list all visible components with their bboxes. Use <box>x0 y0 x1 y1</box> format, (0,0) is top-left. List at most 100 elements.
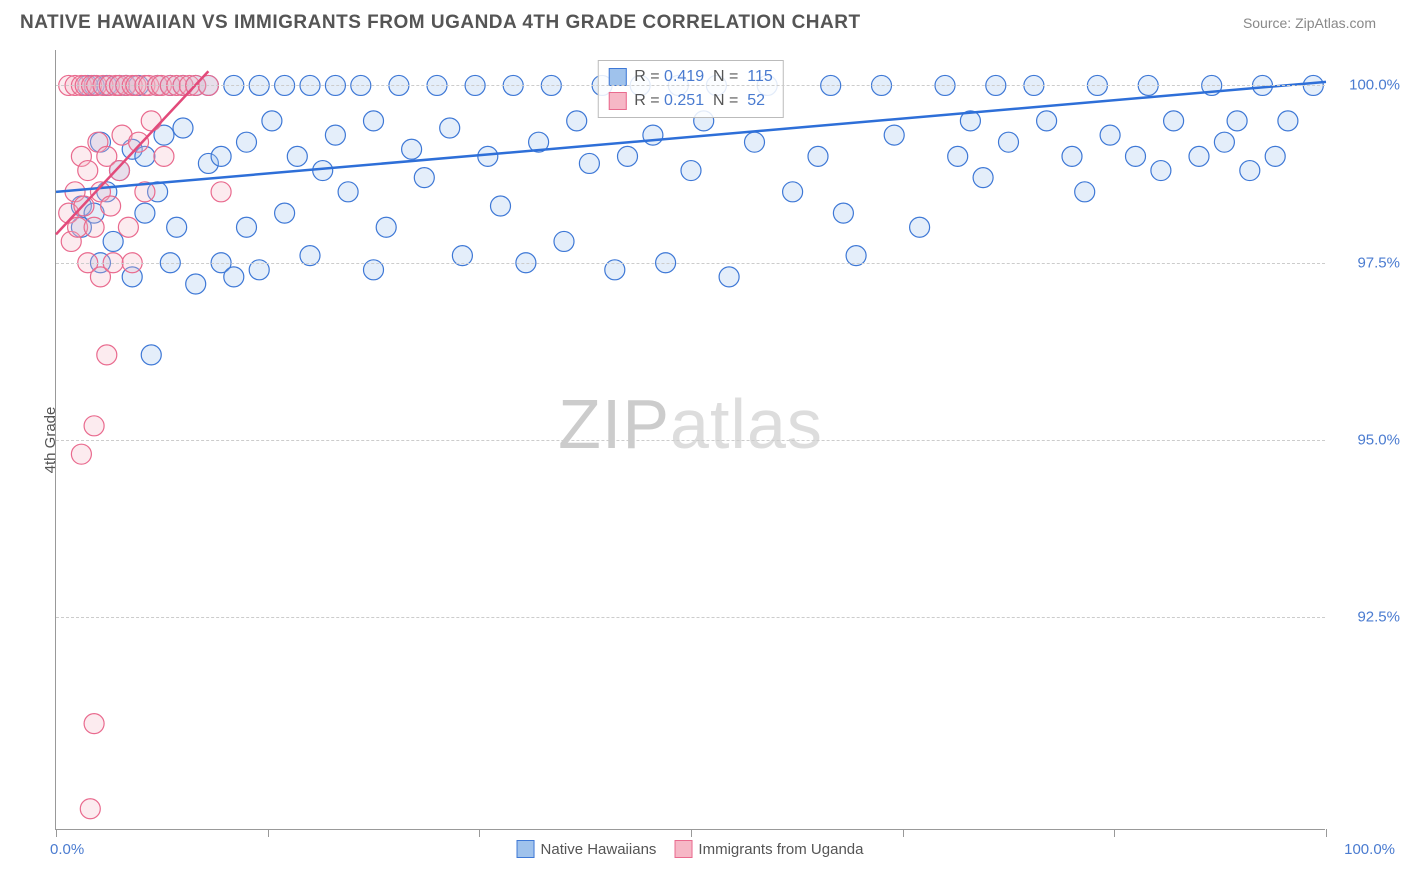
data-point <box>1062 146 1082 166</box>
data-point <box>78 161 98 181</box>
data-point <box>71 444 91 464</box>
gridline <box>56 263 1325 264</box>
x-tick <box>691 829 692 837</box>
gridline <box>56 617 1325 618</box>
data-point <box>129 132 149 152</box>
data-point <box>478 146 498 166</box>
data-point <box>745 132 765 152</box>
data-point <box>1214 132 1234 152</box>
data-point <box>1189 146 1209 166</box>
data-point <box>80 799 100 819</box>
y-tick-label: 95.0% <box>1357 432 1400 449</box>
data-point <box>338 182 358 202</box>
legend-item: Immigrants from Uganda <box>674 840 863 858</box>
data-point <box>1227 111 1247 131</box>
data-point <box>910 217 930 237</box>
data-point <box>808 146 828 166</box>
data-point <box>376 217 396 237</box>
data-point <box>440 118 460 138</box>
data-point <box>287 146 307 166</box>
series-swatch-icon <box>608 68 626 86</box>
data-point <box>1240 161 1260 181</box>
data-point <box>414 168 434 188</box>
data-point <box>173 118 193 138</box>
data-point <box>1037 111 1057 131</box>
data-point <box>237 217 257 237</box>
data-point <box>973 168 993 188</box>
data-point <box>567 111 587 131</box>
data-point <box>154 146 174 166</box>
data-point <box>999 132 1019 152</box>
data-point <box>1126 146 1146 166</box>
data-point <box>618 146 638 166</box>
y-tick-label: 97.5% <box>1357 254 1400 271</box>
data-point <box>1265 146 1285 166</box>
chart-container: ZIPatlas R = 0.419 N = 115R = 0.251 N = … <box>55 50 1325 830</box>
y-tick-label: 100.0% <box>1349 77 1400 94</box>
chart-header: NATIVE HAWAIIAN VS IMMIGRANTS FROM UGAND… <box>0 0 1406 42</box>
data-point <box>325 125 345 145</box>
data-point <box>101 196 121 216</box>
data-point <box>110 161 130 181</box>
correlation-row: R = 0.251 N = 52 <box>608 89 772 113</box>
data-point <box>211 146 231 166</box>
data-point <box>135 203 155 223</box>
y-axis-label: 4th Grade <box>42 407 59 474</box>
x-tick <box>479 829 480 837</box>
data-point <box>554 231 574 251</box>
gridline <box>56 440 1325 441</box>
data-point <box>103 231 123 251</box>
plot-area: ZIPatlas R = 0.419 N = 115R = 0.251 N = … <box>55 50 1325 830</box>
data-point <box>833 203 853 223</box>
gridline <box>56 85 1325 86</box>
y-tick-label: 92.5% <box>1357 609 1400 626</box>
legend-label: Immigrants from Uganda <box>698 841 863 858</box>
data-point <box>1164 111 1184 131</box>
data-point <box>884 125 904 145</box>
legend-swatch-icon <box>674 840 692 858</box>
x-axis-min-label: 0.0% <box>50 841 84 858</box>
x-axis-max-label: 100.0% <box>1344 841 1395 858</box>
legend-item: Native Hawaiians <box>517 840 657 858</box>
x-tick <box>56 829 57 837</box>
data-point <box>579 153 599 173</box>
data-point <box>1100 125 1120 145</box>
legend-label: Native Hawaiians <box>541 841 657 858</box>
data-point <box>719 267 739 287</box>
series-swatch-icon <box>608 92 626 110</box>
data-point <box>491 196 511 216</box>
data-point <box>237 132 257 152</box>
data-point <box>224 267 244 287</box>
data-point <box>141 111 161 131</box>
correlation-box: R = 0.419 N = 115R = 0.251 N = 52 <box>597 60 783 118</box>
data-point <box>783 182 803 202</box>
data-point <box>948 146 968 166</box>
x-tick <box>903 829 904 837</box>
data-point <box>118 217 138 237</box>
data-point <box>186 274 206 294</box>
legend: Native Hawaiians Immigrants from Uganda <box>517 840 864 858</box>
data-point <box>643 125 663 145</box>
data-point <box>84 416 104 436</box>
data-point <box>1075 182 1095 202</box>
data-point <box>1278 111 1298 131</box>
data-point <box>211 182 231 202</box>
correlation-text: R = 0.251 N = 52 <box>634 89 765 113</box>
data-point <box>275 203 295 223</box>
data-point <box>681 161 701 181</box>
x-tick <box>1326 829 1327 837</box>
data-point <box>141 345 161 365</box>
data-point <box>167 217 187 237</box>
x-tick <box>268 829 269 837</box>
chart-title: NATIVE HAWAIIAN VS IMMIGRANTS FROM UGAND… <box>20 12 861 34</box>
data-point <box>364 111 384 131</box>
data-point <box>97 345 117 365</box>
data-point <box>1151 161 1171 181</box>
data-point <box>402 139 422 159</box>
legend-swatch-icon <box>517 840 535 858</box>
data-point <box>84 217 104 237</box>
x-tick <box>1114 829 1115 837</box>
data-point <box>262 111 282 131</box>
source-label: Source: ZipAtlas.com <box>1243 15 1376 31</box>
data-point <box>84 714 104 734</box>
